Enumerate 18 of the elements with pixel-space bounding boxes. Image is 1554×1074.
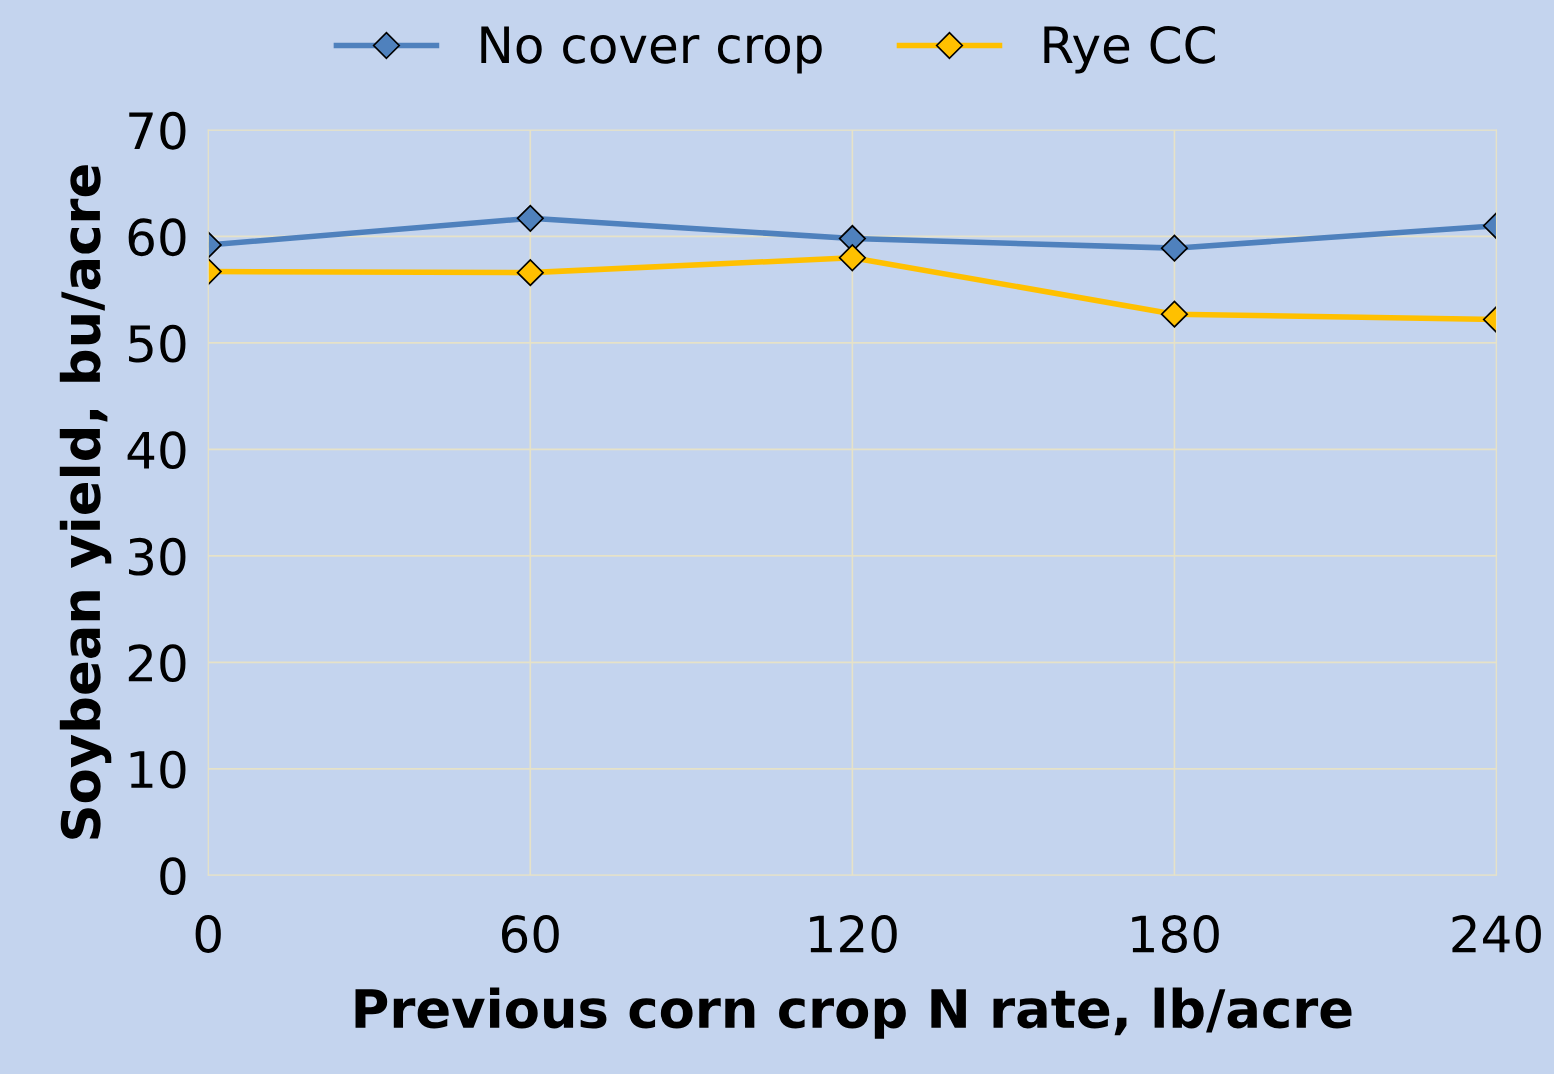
y-tick-label: 60	[128, 218, 186, 257]
x-tick-label: 180	[1132, 915, 1219, 953]
y-tick-label: 10	[130, 750, 186, 789]
y-tick-label: 50	[129, 324, 186, 363]
y-axis-title: Soybean yield, bu/acre	[59, 165, 112, 839]
y-tick-label: 40	[127, 431, 186, 470]
x-tick-label: 60	[501, 915, 559, 953]
x-tick-label: 0	[195, 915, 221, 953]
x-tick-label: 120	[810, 915, 897, 953]
x-tick-label: 240	[1452, 915, 1541, 953]
point	[838, 244, 866, 272]
y-tick-label: 30	[128, 537, 186, 576]
y-tick-label: 20	[128, 644, 186, 683]
legend-label: No cover crop	[481, 26, 822, 74]
legend-label: Rye CC	[1044, 25, 1215, 74]
y-tick-label: 0	[160, 857, 186, 896]
y-tick-label: 70	[129, 111, 186, 150]
x-axis-title: Previous corn crop N rate, lb/acre	[355, 987, 1352, 1039]
